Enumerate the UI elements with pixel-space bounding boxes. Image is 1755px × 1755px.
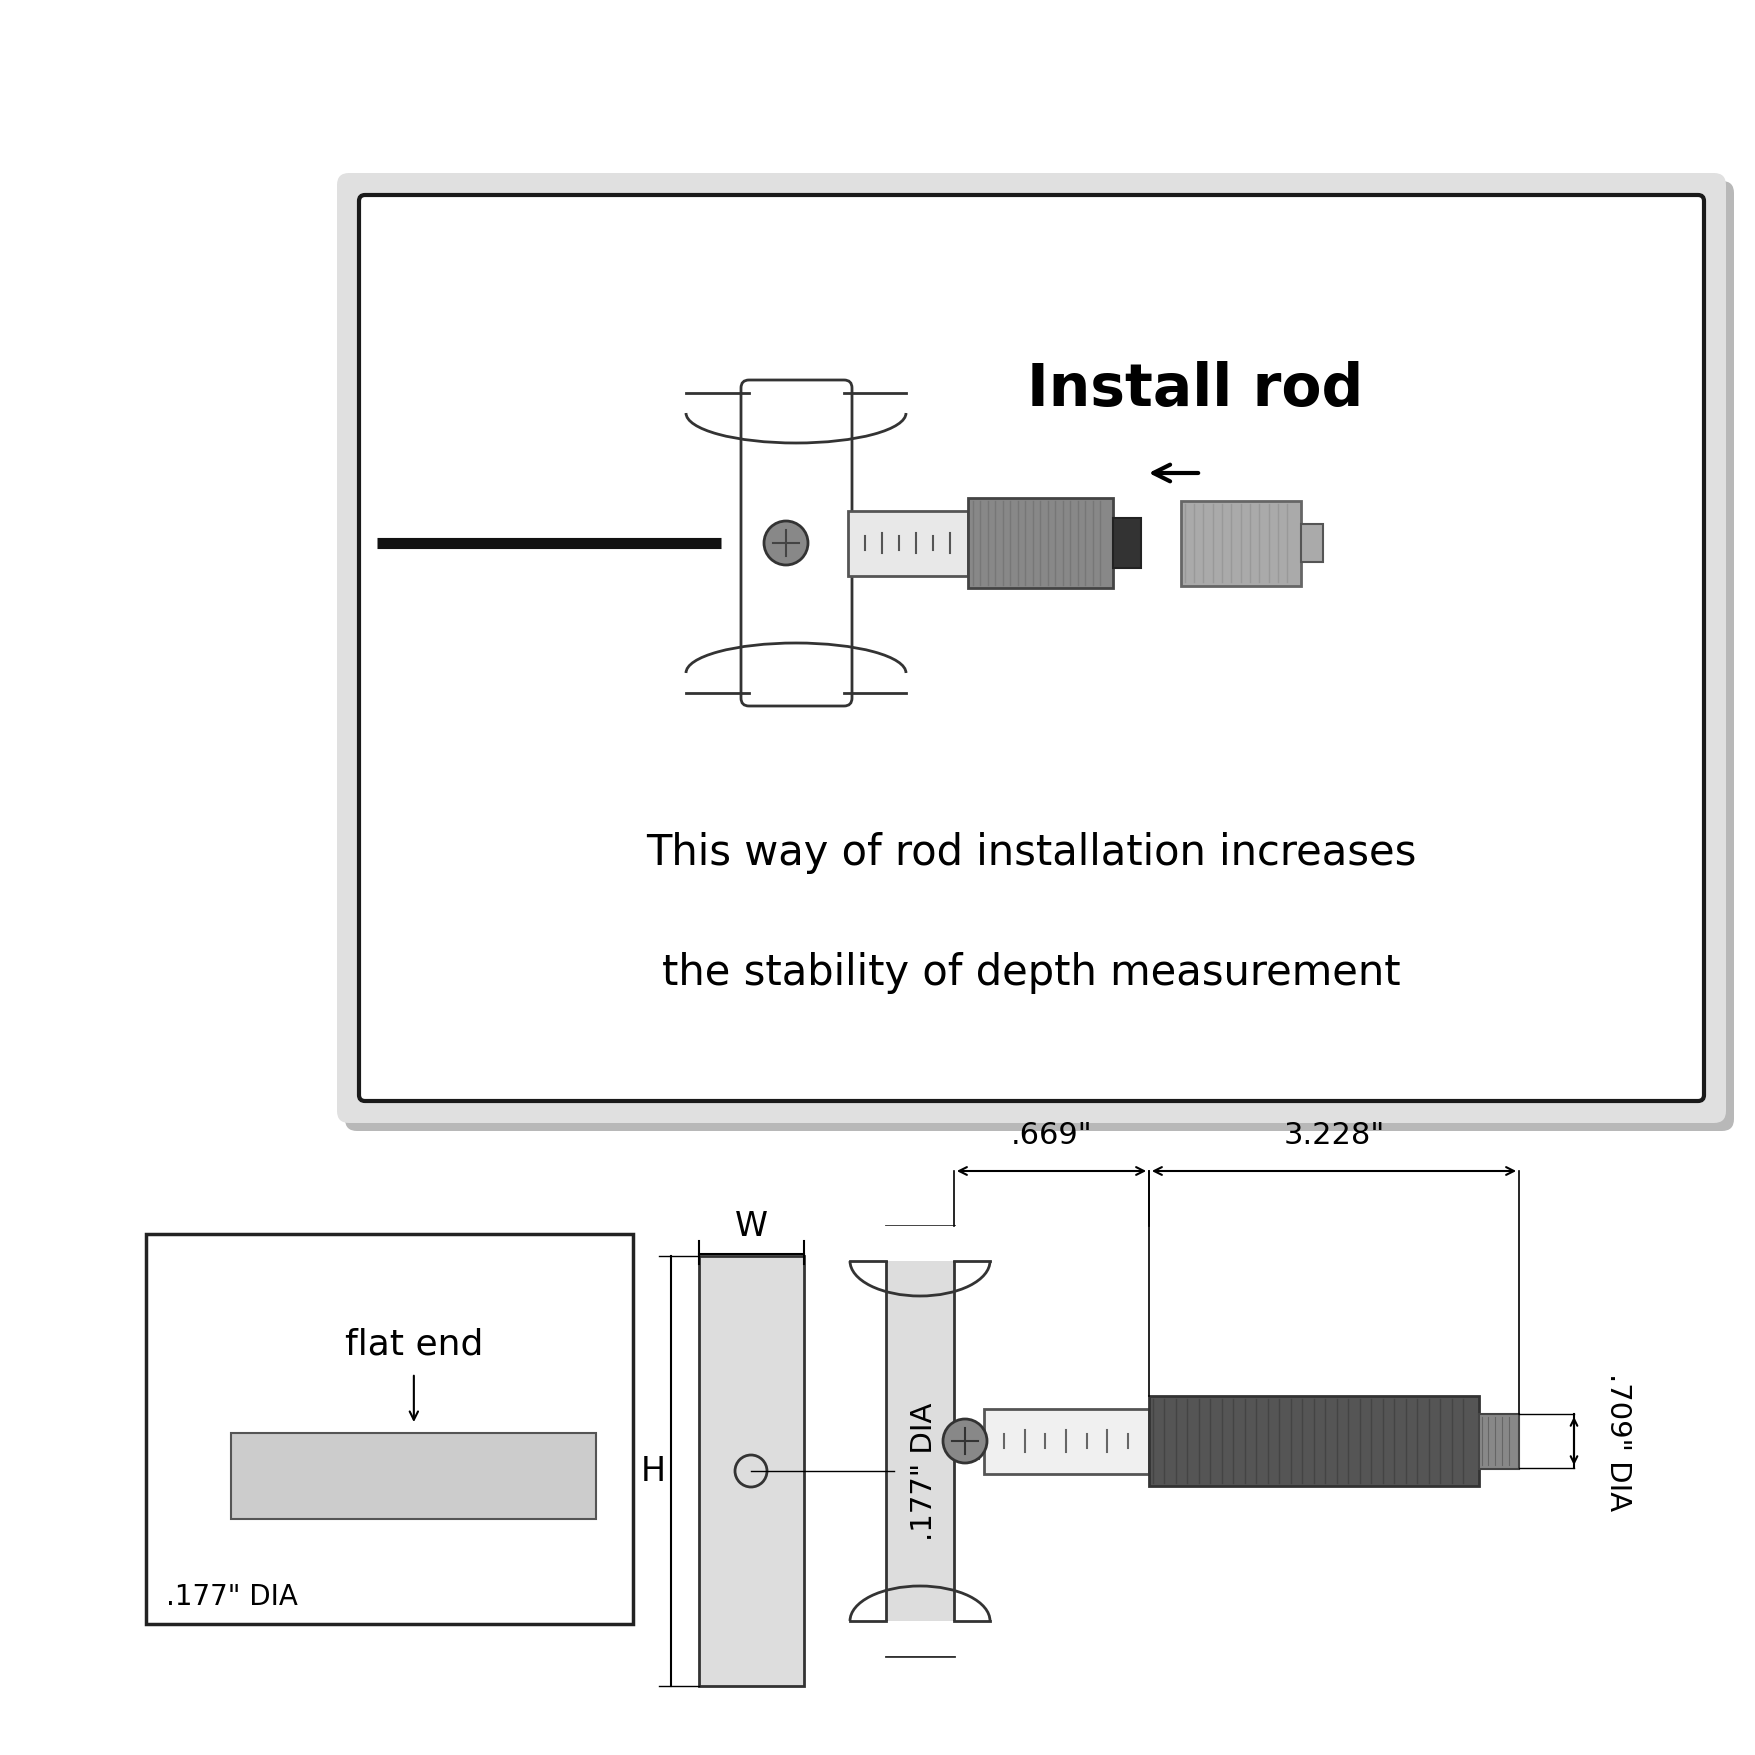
Bar xyxy=(686,644,906,704)
Bar xyxy=(146,1234,632,1623)
Bar xyxy=(698,1257,804,1687)
Bar xyxy=(849,1227,990,1262)
Bar xyxy=(1300,525,1322,563)
Bar xyxy=(967,498,1113,588)
Text: This way of rod installation increases: This way of rod installation increases xyxy=(646,832,1416,874)
Text: H: H xyxy=(641,1455,665,1488)
Bar xyxy=(1181,502,1300,586)
FancyBboxPatch shape xyxy=(344,183,1732,1132)
Text: .709" DIA: .709" DIA xyxy=(1602,1372,1630,1511)
Text: Install rod: Install rod xyxy=(1027,362,1362,418)
Circle shape xyxy=(763,521,807,565)
Text: flat end: flat end xyxy=(344,1327,483,1360)
FancyBboxPatch shape xyxy=(337,174,1725,1123)
Text: W: W xyxy=(734,1209,767,1243)
Bar xyxy=(983,1409,1148,1474)
Text: .669": .669" xyxy=(1011,1120,1092,1150)
Bar xyxy=(848,512,967,577)
Bar xyxy=(686,384,906,444)
Circle shape xyxy=(942,1420,986,1464)
Bar xyxy=(849,1622,990,1657)
Text: .177" DIA: .177" DIA xyxy=(167,1581,298,1609)
Text: the stability of depth measurement: the stability of depth measurement xyxy=(662,951,1400,993)
Text: 3.228": 3.228" xyxy=(1283,1120,1385,1150)
Text: .177" DIA: .177" DIA xyxy=(909,1402,937,1541)
Bar xyxy=(1113,519,1141,569)
Bar xyxy=(1148,1397,1478,1486)
Bar xyxy=(232,1434,597,1518)
Bar xyxy=(1478,1415,1518,1469)
FancyBboxPatch shape xyxy=(358,197,1702,1102)
Bar xyxy=(953,1425,979,1458)
FancyBboxPatch shape xyxy=(741,381,851,707)
Bar xyxy=(886,1227,953,1657)
